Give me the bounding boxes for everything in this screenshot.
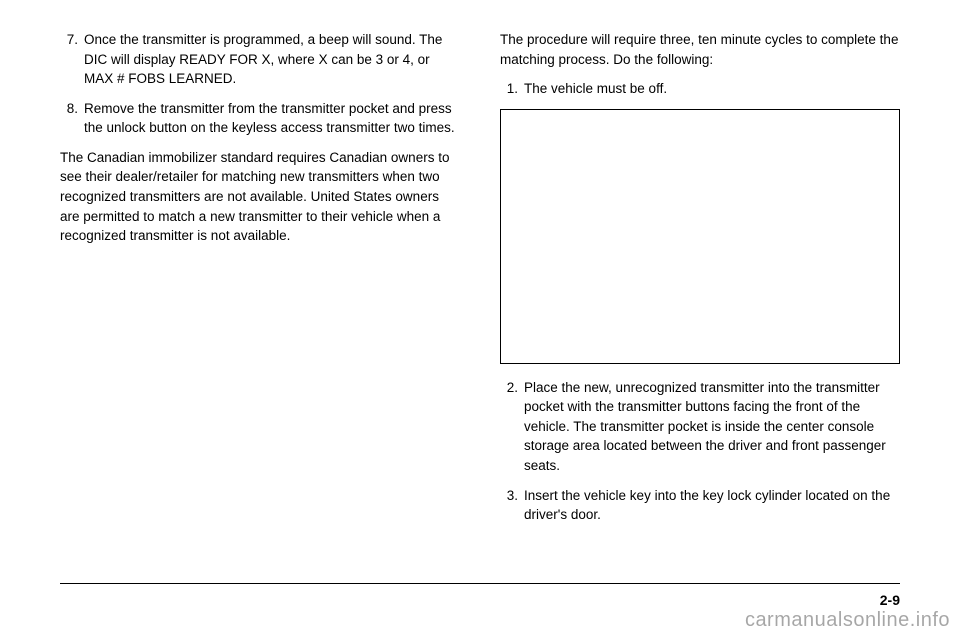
two-column-layout: 7. Once the transmitter is programmed, a… xyxy=(60,30,900,620)
left-list: 7. Once the transmitter is programmed, a… xyxy=(60,30,460,138)
list-number: 7. xyxy=(60,30,84,89)
list-number: 1. xyxy=(500,79,524,99)
right-column: The procedure will require three, ten mi… xyxy=(500,30,900,620)
list-number: 3. xyxy=(500,486,524,525)
list-item: 1. The vehicle must be off. xyxy=(500,79,900,99)
right-list: 1. The vehicle must be off. xyxy=(500,79,900,99)
list-item: 7. Once the transmitter is programmed, a… xyxy=(60,30,460,89)
list-number: 8. xyxy=(60,99,84,138)
figure-placeholder xyxy=(500,109,900,364)
list-text: Place the new, unrecognized transmitter … xyxy=(524,378,900,476)
list-item: 2. Place the new, unrecognized transmitt… xyxy=(500,378,900,476)
list-text: Remove the transmitter from the transmit… xyxy=(84,99,460,138)
list-text: The vehicle must be off. xyxy=(524,79,900,99)
page-number: 2-9 xyxy=(880,592,900,608)
list-item: 8. Remove the transmitter from the trans… xyxy=(60,99,460,138)
list-text: Insert the vehicle key into the key lock… xyxy=(524,486,900,525)
list-number: 2. xyxy=(500,378,524,476)
page-container: 7. Once the transmitter is programmed, a… xyxy=(0,0,960,640)
left-column: 7. Once the transmitter is programmed, a… xyxy=(60,30,460,620)
left-paragraph: The Canadian immobilizer standard requir… xyxy=(60,148,460,246)
footer-rule xyxy=(60,583,900,584)
right-list-continued: 2. Place the new, unrecognized transmitt… xyxy=(500,378,900,525)
list-text: Once the transmitter is programmed, a be… xyxy=(84,30,460,89)
watermark-text: carmanualsonline.info xyxy=(745,609,950,632)
list-item: 3. Insert the vehicle key into the key l… xyxy=(500,486,900,525)
right-intro: The procedure will require three, ten mi… xyxy=(500,30,900,69)
